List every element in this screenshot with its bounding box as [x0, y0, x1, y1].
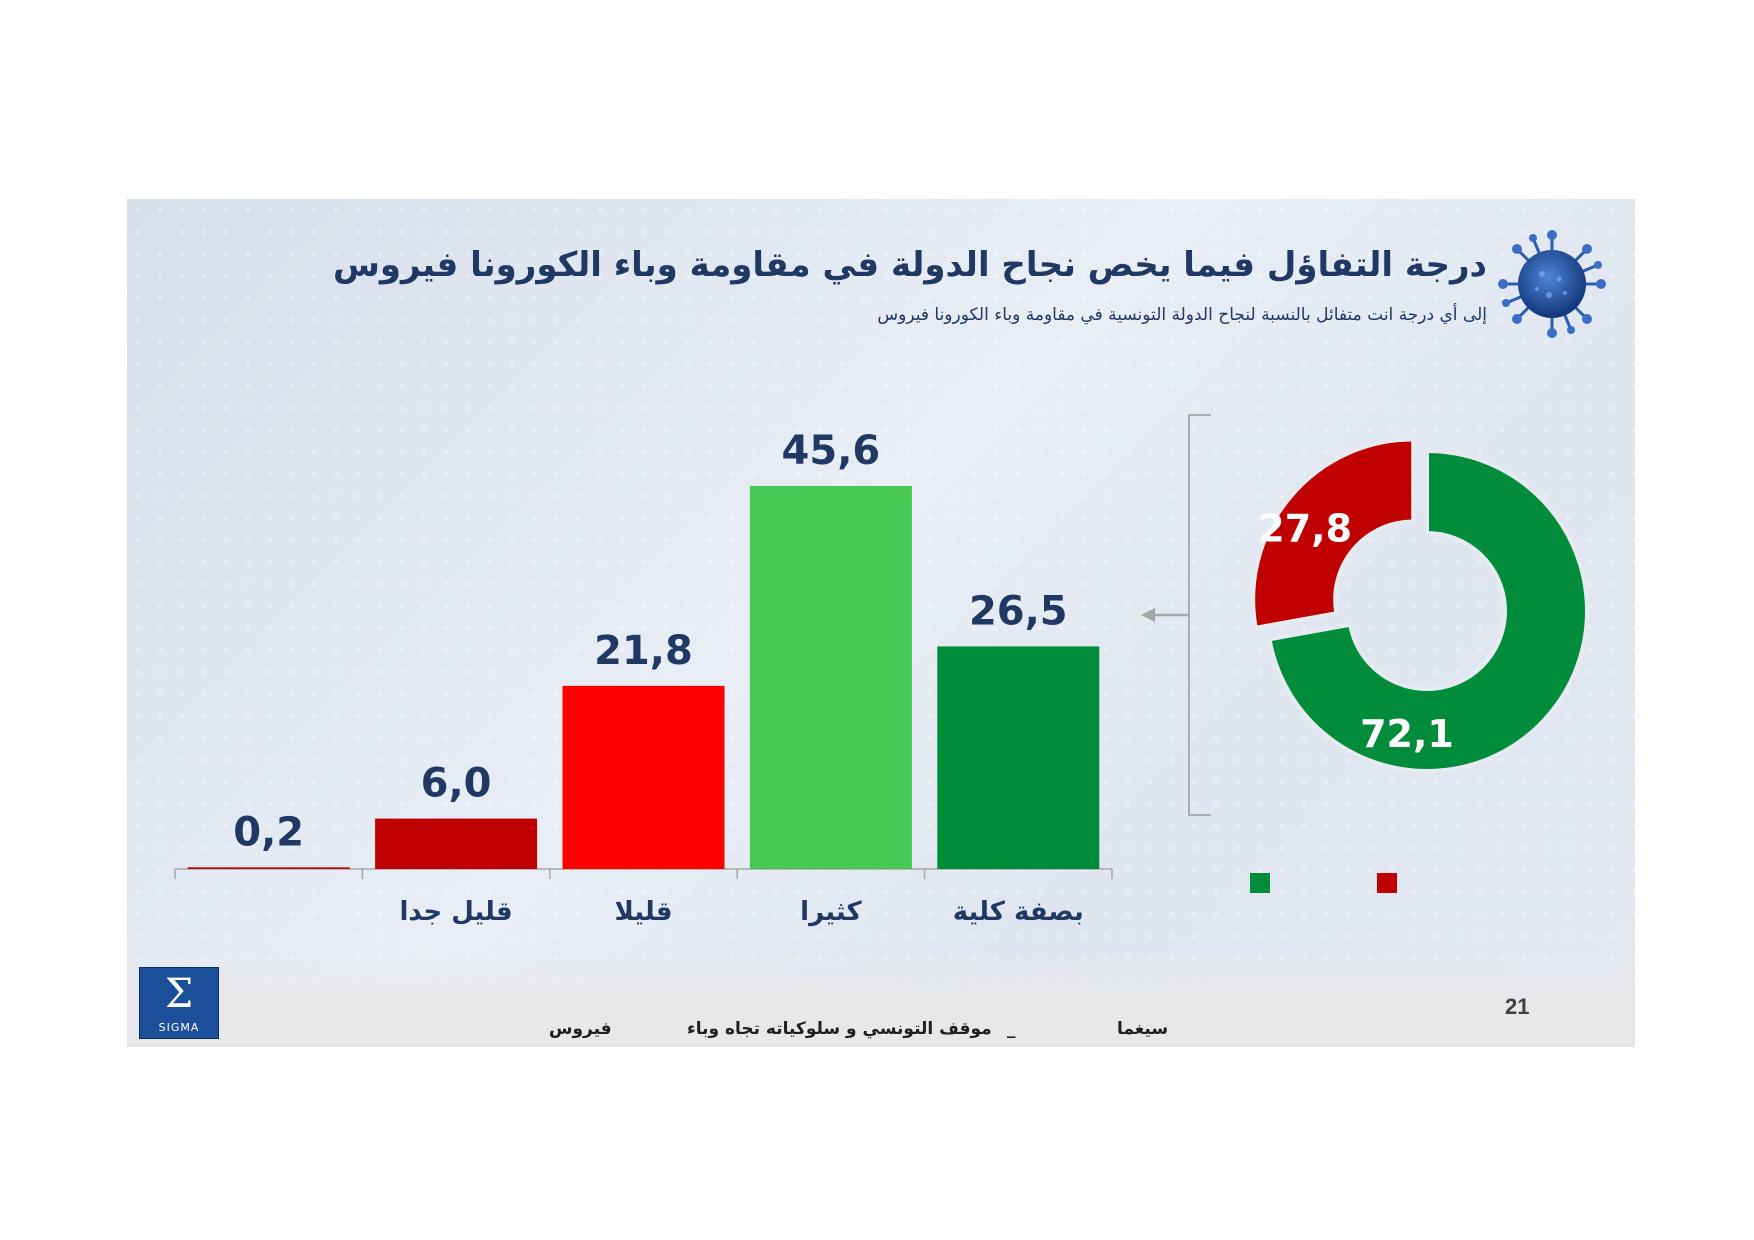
sigma-symbol-icon: Σ	[164, 971, 194, 1017]
slide: درجة التفاؤل فيما يخص نجاح الدولة في مقا…	[127, 199, 1635, 1047]
x-tick-label: كثيرا	[800, 897, 862, 927]
footer-brand: سيغما	[1117, 1019, 1169, 1039]
chart-canvas: 0,2 6,0 21,8 45,6 26,5 72,1 27,8	[174, 414, 1589, 893]
bar	[187, 867, 350, 869]
bar-value-label: 21,8	[594, 628, 693, 674]
donut-value-label: 27,8	[1258, 506, 1352, 550]
footer-band	[127, 947, 1635, 1047]
logo-text: SIGMA	[158, 1021, 200, 1034]
bar-value-label: 6,0	[421, 761, 492, 807]
donut-slice	[1267, 448, 1589, 773]
sigma-logo: Σ SIGMA	[139, 967, 219, 1039]
coronavirus-icon	[1498, 230, 1606, 338]
legend-swatch	[1250, 873, 1270, 893]
x-tick-label: بصفة كلية	[952, 897, 1084, 927]
bar	[375, 818, 538, 869]
page-number: 21	[1505, 994, 1530, 1019]
legend-swatch	[1377, 873, 1397, 893]
footer-dash: _	[1007, 1019, 1016, 1039]
donut-slice	[1251, 437, 1416, 631]
chart-title: درجة التفاؤل فيما يخص نجاح الدولة في مقا…	[332, 245, 1487, 285]
pointer-arrow-icon	[1141, 608, 1155, 622]
bracket-line	[1188, 414, 1211, 816]
x-tick-label: قليل جدا	[399, 897, 513, 927]
bar-value-label: 45,6	[782, 428, 881, 474]
bar-value-label: 0,2	[233, 809, 304, 855]
footer-topic-end: فيروس	[549, 1019, 612, 1039]
footer-topic: موقف التونسي و سلوكياته تجاه وباء	[687, 1019, 992, 1039]
bar	[562, 685, 725, 869]
x-tick-label: قليلا	[614, 897, 673, 927]
chart-subtitle: إلى أي درجة انت متفائل بالنسبة لنجاح الد…	[877, 305, 1487, 325]
bar-value-label: 26,5	[969, 588, 1068, 634]
donut-value-label: 72,1	[1360, 712, 1454, 756]
bar	[937, 646, 1100, 869]
bar	[749, 485, 912, 869]
